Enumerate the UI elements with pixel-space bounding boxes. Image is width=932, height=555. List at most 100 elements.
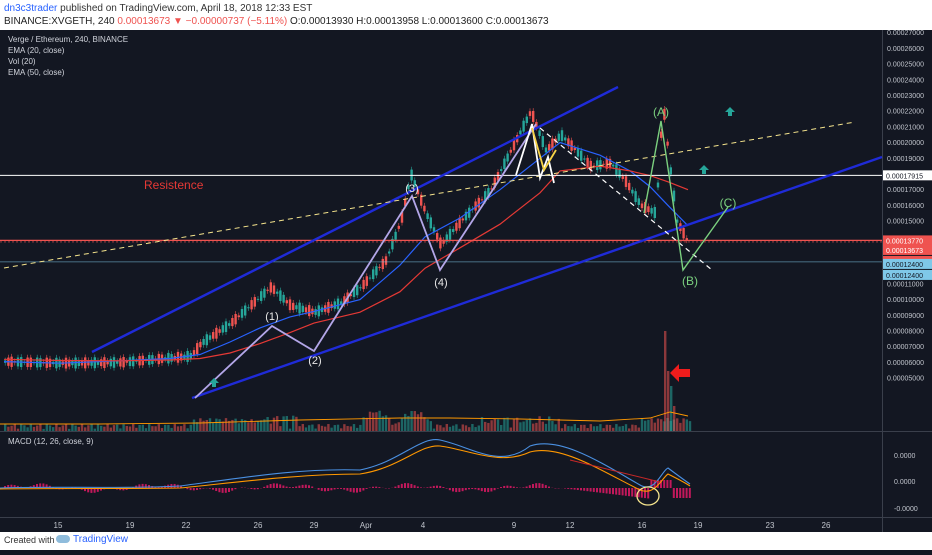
volume-bar	[343, 424, 345, 431]
volume-bar	[321, 426, 323, 431]
candle-body	[234, 314, 236, 324]
volume-bar	[398, 422, 400, 431]
candle-body	[612, 165, 614, 167]
price-axis-label: 0.00006000	[887, 360, 924, 367]
price-axis-label: 0.00015000	[887, 219, 924, 226]
volume-bar	[388, 418, 390, 431]
date-axis-label: 19	[126, 521, 135, 530]
candle-body	[257, 299, 259, 300]
macd-histogram-bar	[602, 488, 604, 493]
candle-body	[647, 206, 649, 212]
volume-bar	[126, 426, 128, 431]
macd-histogram-bar	[196, 488, 198, 490]
price-change: 0.00013673 ▼ −0.00000737 (−5.11%)	[117, 16, 287, 27]
volume-bar	[676, 418, 678, 431]
volume-bar	[273, 418, 275, 431]
date-axis-label: 29	[310, 521, 319, 530]
volume-bar	[500, 425, 502, 431]
volume-bar	[420, 412, 422, 431]
volume-bar	[385, 415, 387, 431]
volume-bar	[679, 423, 681, 431]
volume-bar	[151, 426, 153, 431]
volume-bar	[84, 427, 86, 431]
macd-histogram-bar	[410, 484, 412, 488]
volume-bar	[452, 426, 454, 431]
legend-ema20[interactable]: EMA (20, close)	[8, 45, 128, 56]
candle-body	[513, 140, 515, 151]
volume-bar	[113, 425, 115, 431]
candle-body	[305, 307, 307, 312]
volume-bar	[20, 425, 22, 431]
candle-body	[503, 159, 505, 169]
macd-histogram-bar	[586, 488, 588, 491]
volume-bar	[212, 423, 214, 431]
candle-body	[113, 357, 115, 368]
candle-body	[522, 121, 524, 132]
candle-body	[356, 285, 358, 295]
volume-bar	[593, 426, 595, 431]
volume-bar	[225, 418, 227, 431]
candle-body	[132, 356, 134, 366]
legend-title[interactable]: Verge / Ethereum, 240, BINANCE	[8, 34, 128, 45]
macd-histogram-bar	[353, 488, 355, 493]
macd-histogram-bar	[490, 488, 492, 491]
publish-line: dn3c3trader published on TradingView.com…	[4, 3, 312, 14]
candle-body	[273, 285, 275, 293]
macd-histogram-bar	[311, 486, 313, 488]
volume-bar	[337, 425, 339, 431]
macd-histogram-bar	[625, 488, 627, 496]
macd-histogram-bar	[426, 487, 428, 488]
volume-bar	[474, 427, 476, 431]
volume-bar	[641, 418, 643, 431]
candle-body	[250, 300, 252, 309]
chart-background	[0, 30, 932, 532]
macd-legend: MACD (12, 26, close, 9)	[8, 437, 94, 446]
candle-body	[196, 343, 198, 354]
volume-bar	[362, 417, 364, 431]
macd-histogram-bar	[676, 488, 678, 498]
volume-bar	[186, 428, 188, 431]
volume-bar	[36, 426, 38, 431]
volume-bar	[686, 419, 688, 431]
resistance-label: Resistence	[144, 178, 204, 192]
volume-bar	[478, 425, 480, 431]
volume-bar	[471, 424, 473, 431]
author-link[interactable]: dn3c3trader	[4, 3, 57, 14]
legend-ema50[interactable]: EMA (50, close)	[8, 67, 128, 78]
volume-bar	[401, 419, 403, 431]
macd-histogram-bar	[462, 488, 464, 491]
volume-bar	[599, 424, 601, 431]
volume-bar	[545, 424, 547, 431]
macd-histogram-bar	[673, 488, 675, 498]
candle-body	[362, 280, 364, 289]
date-axis-label: 16	[638, 521, 647, 530]
volume-bar	[516, 418, 518, 431]
price-tag-text: 0.00013770	[886, 238, 923, 245]
macd-histogram-bar	[567, 488, 569, 489]
macd-histogram-bar	[289, 487, 291, 488]
macd-histogram-bar	[222, 488, 224, 493]
candle-body	[423, 206, 425, 212]
macd-histogram-bar	[484, 488, 486, 492]
macd-histogram-bar	[612, 488, 614, 494]
candle-body	[218, 329, 220, 333]
volume-bar	[455, 424, 457, 431]
volume-bar	[135, 428, 137, 431]
date-axis-label: 12	[566, 521, 575, 530]
candle-body	[439, 238, 441, 249]
volume-bar	[202, 421, 204, 431]
legend-volume[interactable]: Vol (20)	[8, 56, 128, 67]
volume-bar	[542, 422, 544, 431]
candle-body	[334, 301, 336, 308]
volume-bar	[554, 424, 556, 431]
volume-bar	[183, 424, 185, 431]
volume-bar	[561, 428, 563, 431]
macd-histogram-bar	[186, 488, 188, 489]
volume-bar	[311, 425, 313, 431]
candle-body	[548, 144, 550, 150]
volume-bar	[372, 413, 374, 431]
volume-bar	[340, 428, 342, 431]
tradingview-logo[interactable]: TradingView	[56, 534, 128, 545]
